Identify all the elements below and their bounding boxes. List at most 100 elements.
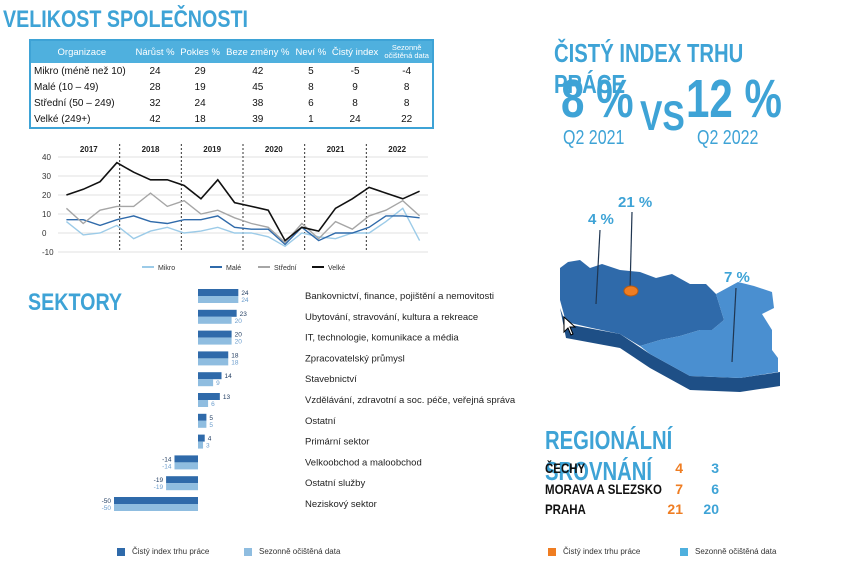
table-cell: 5 [308, 65, 314, 77]
table-cell: 42 [252, 65, 264, 77]
region-row-cechy: ČECHY 4 3 [545, 460, 745, 478]
legend-series-label: Střední [274, 265, 297, 272]
region-name: ČECHY [545, 460, 586, 476]
region-value-index: 7 [675, 481, 683, 497]
table-header-cell-seasonal: Sezonně očištěná data [381, 40, 433, 63]
region-value-index: 4 [675, 460, 683, 476]
category-label: Stavebnictví [305, 374, 357, 385]
bar-value-label: -14 [162, 456, 172, 463]
series-line-2 [65, 192, 421, 244]
year-label: 2018 [142, 145, 160, 154]
bar [198, 316, 232, 324]
bar-value-label: -14 [162, 463, 172, 470]
label-2022: Q2 2022 [697, 127, 759, 149]
value-2022: 12 % [686, 69, 783, 129]
bar [198, 379, 214, 387]
legend-series-label: Malé [226, 265, 241, 272]
table-header-row: Organizace Nárůst % Pokles % Beze změny % Ne… [30, 40, 433, 63]
bar [198, 337, 232, 345]
table-header-cell: Neví % [292, 40, 329, 63]
y-tick-label: 0 [42, 229, 47, 238]
category-label: Ostatní [305, 416, 336, 427]
region-row-morava: MORAVA A SLEZSKO 7 6 [545, 481, 745, 499]
table-cell: 18 [194, 113, 206, 125]
bar [114, 504, 198, 511]
bar-value-label: 20 [235, 339, 243, 346]
category-label: Neziskový sektor [305, 499, 377, 510]
category-label: Ostatní služby [305, 478, 365, 489]
company-size-table: Organizace Nárůst % Pokles % Beze změny % Ne… [29, 39, 434, 129]
category-label: Velkoobchod a maloobchod [305, 457, 422, 468]
bar-value-label: -50 [102, 505, 112, 512]
y-tick-label: 40 [42, 153, 51, 162]
table-row: Velké (249+) 42 18 39 1 24 22 [30, 111, 433, 128]
legend-label: Čistý index trhu práce [132, 547, 210, 556]
bar [198, 372, 222, 380]
bar-value-label: 3 [206, 443, 210, 450]
bar [174, 462, 198, 470]
category-label: Ubytování, stravování, kultura a rekreac… [305, 312, 478, 323]
table-cell: Střední (50 – 249) [34, 97, 115, 109]
year-label: 2020 [265, 145, 283, 154]
map-label-morava: 7 % [724, 269, 750, 286]
bar [198, 400, 209, 407]
bar-value-label: -19 [154, 477, 164, 484]
bar-value-label: 20 [235, 318, 243, 325]
bar [174, 455, 198, 463]
legend-swatch-dark [117, 547, 125, 556]
region-value-seasonal: 6 [711, 481, 719, 497]
year-label: 2021 [327, 145, 345, 154]
region-value-seasonal: 20 [703, 501, 719, 517]
table-header-cell: Nárůst % [132, 40, 178, 63]
table-cell: 8 [308, 81, 314, 93]
vs-label: VS [640, 92, 685, 139]
table-cell: Malé (10 – 49) [34, 81, 99, 93]
legend-swatch-light [244, 547, 252, 556]
category-label: Zpracovatelský průmysl [305, 353, 405, 364]
y-tick-label: 20 [42, 191, 51, 200]
table-cell: -4 [402, 65, 412, 77]
bar [198, 393, 220, 400]
bar-value-label: 24 [241, 297, 249, 304]
region-value-seasonal: 3 [711, 460, 719, 476]
table-header-cell: Beze změny % [222, 40, 293, 63]
bar [198, 434, 205, 442]
regional-title: REGIONÁLNÍ SROVNÁNÍ [545, 425, 673, 486]
sectors-title: SEKTORY [28, 289, 123, 316]
map-label-cechy: 4 % [588, 211, 614, 228]
bar-value-label: 5 [209, 415, 213, 422]
year-label: 2017 [80, 145, 98, 154]
table-cell: Mikro (méně než 10) [34, 65, 126, 77]
table-header-line: Sezonně [391, 43, 422, 52]
bar-value-label: -50 [102, 498, 112, 505]
bar [198, 330, 232, 338]
legend-net-index: Čistý index trhu práce [117, 547, 209, 556]
table-cell: 24 [149, 65, 161, 77]
table-header-cell: Čistý index [328, 40, 382, 63]
table-cell: 8 [403, 81, 410, 93]
bar-value-label: -19 [154, 484, 164, 491]
map-label-praha: 21 % [618, 194, 652, 211]
table-cell: Velké (249+) [34, 113, 91, 125]
bar-value-label: 6 [211, 401, 215, 408]
table-body: Mikro (méně než 10) 24 29 42 5 -5 -4 Malé (10 –… [30, 63, 433, 128]
table-cell: 38 [252, 97, 264, 109]
table-header-line: očištěná data [384, 51, 429, 60]
legend-region-seasonal: Sezonně očištěná data [680, 547, 776, 556]
company-size-title: VELIKOST SPOLEČNOSTI [3, 6, 248, 33]
map-side-shadow [560, 308, 780, 392]
table-cell: 19 [194, 81, 206, 93]
map-region-morava [640, 282, 778, 378]
line-chart: -10 0 10 20 30 40 2017 2018 2019 2020 2021 2022 Mikr… [42, 144, 428, 272]
map-line-21 [629, 211, 633, 291]
table-row: Mikro (méně než 10) 24 29 42 5 -5 -4 [30, 63, 433, 79]
bar [198, 413, 207, 421]
table-cell: 6 [308, 97, 314, 109]
bar [198, 309, 237, 317]
y-tick-label: 30 [42, 172, 51, 181]
legend-seasonal: Sezonně očištěná data [244, 547, 340, 556]
map-cursor-icon [563, 315, 577, 336]
bar-value-label: 14 [225, 373, 233, 380]
table-row: Malé (10 – 49) 28 19 45 8 9 8 [30, 79, 433, 95]
category-label: Primární sektor [305, 437, 369, 448]
